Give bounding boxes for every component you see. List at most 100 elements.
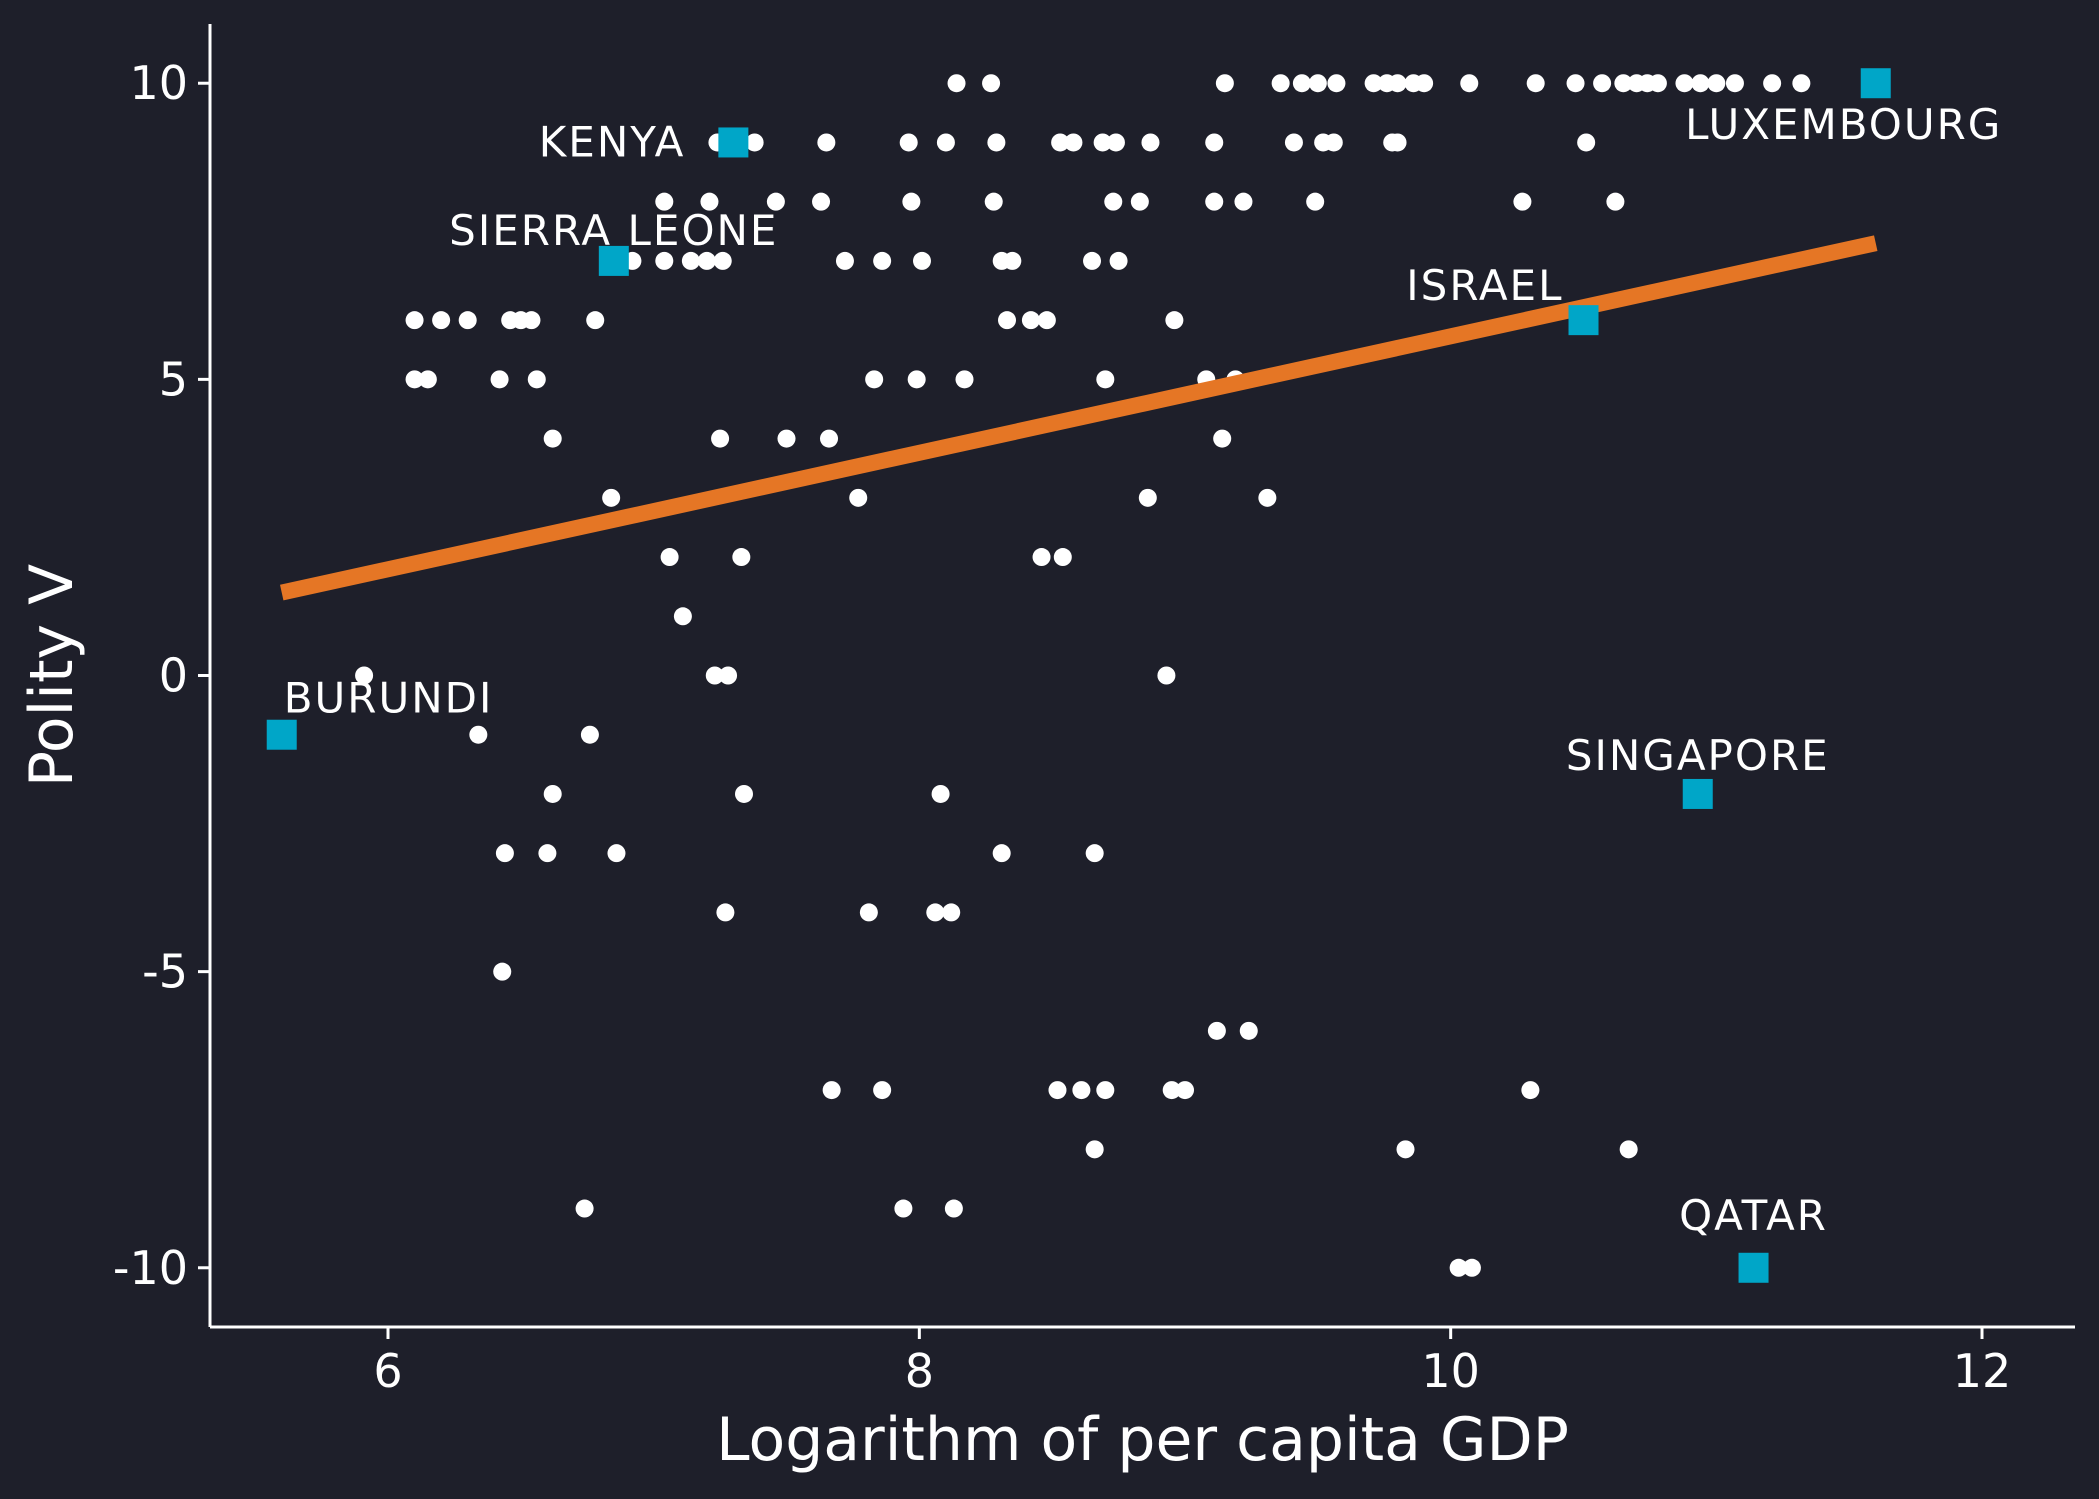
- data-point: [1306, 192, 1325, 211]
- data-point: [1593, 74, 1612, 93]
- highlight-marker: [598, 245, 629, 276]
- highlight-label: ISRAEL: [1406, 261, 1563, 310]
- data-point: [1037, 311, 1056, 330]
- data-point: [1096, 1081, 1115, 1100]
- data-point: [1614, 74, 1633, 93]
- data-point: [1460, 74, 1479, 93]
- data-point: [865, 370, 884, 389]
- data-point: [1053, 548, 1072, 567]
- data-point: [1162, 1081, 1181, 1100]
- data-point: [822, 1081, 841, 1100]
- data-point: [1577, 133, 1596, 152]
- data-point: [998, 311, 1017, 330]
- data-point: [716, 903, 735, 922]
- data-point: [719, 666, 738, 685]
- data-point: [931, 784, 950, 803]
- highlight-label: BURUNDI: [284, 674, 494, 723]
- data-point: [602, 488, 621, 507]
- data-point: [955, 370, 974, 389]
- data-point: [745, 133, 764, 152]
- data-point: [705, 666, 724, 685]
- data-point: [418, 370, 437, 389]
- data-point: [1521, 1081, 1540, 1100]
- data-point: [732, 548, 751, 567]
- data-point: [1176, 1081, 1195, 1100]
- data-point: [1096, 370, 1115, 389]
- data-point: [1513, 192, 1532, 211]
- data-point: [944, 1199, 963, 1218]
- data-point: [849, 488, 868, 507]
- data-point: [1234, 192, 1253, 211]
- data-point: [469, 725, 488, 744]
- data-point: [1093, 133, 1112, 152]
- data-point: [681, 251, 700, 270]
- highlighted-points: KENYA SIERRA LEONE BURUNDI ISRAEL SINGAPORE Q…: [266, 68, 2002, 1283]
- x-tick-label: 12: [1953, 1344, 2012, 1398]
- y-axis-title: Polity V: [17, 564, 87, 787]
- data-point: [543, 784, 562, 803]
- data-point: [697, 251, 716, 270]
- data-point: [1606, 192, 1625, 211]
- data-point: [1109, 251, 1128, 270]
- data-point: [660, 548, 679, 567]
- data-point: [873, 1081, 892, 1100]
- data-point: [1104, 192, 1123, 211]
- y-tick-label: 0: [159, 649, 188, 703]
- data-point: [495, 844, 514, 863]
- data-point: [1205, 192, 1224, 211]
- data-point: [817, 133, 836, 152]
- data-point: [936, 133, 955, 152]
- data-point: [1449, 1258, 1468, 1277]
- y-tick-label: -5: [142, 945, 188, 999]
- data-point: [1213, 429, 1232, 448]
- data-point: [655, 251, 674, 270]
- data-point: [1396, 1140, 1415, 1159]
- ticks: 6 8 10 12 -10 -5 0 5 10: [113, 56, 2011, 1398]
- highlight-marker: [266, 719, 297, 750]
- data-point: [522, 311, 541, 330]
- data-point: [1138, 488, 1157, 507]
- highlight-marker: [1682, 778, 1713, 809]
- data-point: [1215, 74, 1234, 93]
- data-point: [713, 251, 732, 270]
- data-point: [873, 251, 892, 270]
- highlight-label: SIERRA LEONE: [449, 206, 778, 255]
- data-point: [1085, 1140, 1104, 1159]
- data-point: [711, 429, 730, 448]
- x-tick-label: 8: [905, 1344, 934, 1398]
- data-point: [992, 844, 1011, 863]
- data-point: [405, 311, 424, 330]
- highlight-marker: [1738, 1252, 1769, 1283]
- data-point: [835, 251, 854, 270]
- highlight-label: KENYA: [539, 117, 686, 166]
- data-point: [926, 903, 945, 922]
- data-point: [1763, 74, 1782, 93]
- highlight-label: LUXEMBOURG: [1685, 100, 2002, 149]
- data-point: [1707, 74, 1726, 93]
- data-point: [527, 370, 546, 389]
- data-point: [984, 192, 1003, 211]
- data-point: [899, 133, 918, 152]
- data-point: [1003, 251, 1022, 270]
- data-point: [1284, 133, 1303, 152]
- data-point: [1725, 74, 1744, 93]
- data-point: [1526, 74, 1545, 93]
- highlight-label: QATAR: [1679, 1191, 1828, 1240]
- data-point: [1205, 133, 1224, 152]
- data-point: [586, 311, 605, 330]
- data-point: [1051, 133, 1070, 152]
- data-point: [432, 311, 451, 330]
- data-point: [859, 903, 878, 922]
- x-axis-title: Logarithm of per capita GDP: [716, 1405, 1569, 1475]
- data-point: [1292, 74, 1311, 93]
- data-point: [1085, 844, 1104, 863]
- x-tick-label: 6: [373, 1344, 402, 1398]
- data-point: [907, 370, 926, 389]
- data-point: [1271, 74, 1290, 93]
- data-point: [1072, 1081, 1091, 1100]
- data-point: [1106, 133, 1125, 152]
- data-point: [1021, 311, 1040, 330]
- data-point: [1566, 74, 1585, 93]
